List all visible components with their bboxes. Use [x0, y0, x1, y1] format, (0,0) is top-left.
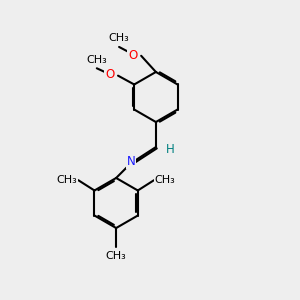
Text: CH₃: CH₃ [109, 33, 130, 43]
Text: CH₃: CH₃ [57, 175, 77, 185]
Text: H: H [166, 143, 175, 157]
Text: O: O [105, 68, 114, 81]
Text: CH₃: CH₃ [108, 34, 127, 44]
Text: N: N [127, 155, 135, 168]
Text: O: O [128, 49, 137, 62]
Text: CH₃: CH₃ [155, 175, 176, 185]
Text: CH₃: CH₃ [86, 55, 107, 65]
Text: CH₃: CH₃ [106, 251, 127, 261]
